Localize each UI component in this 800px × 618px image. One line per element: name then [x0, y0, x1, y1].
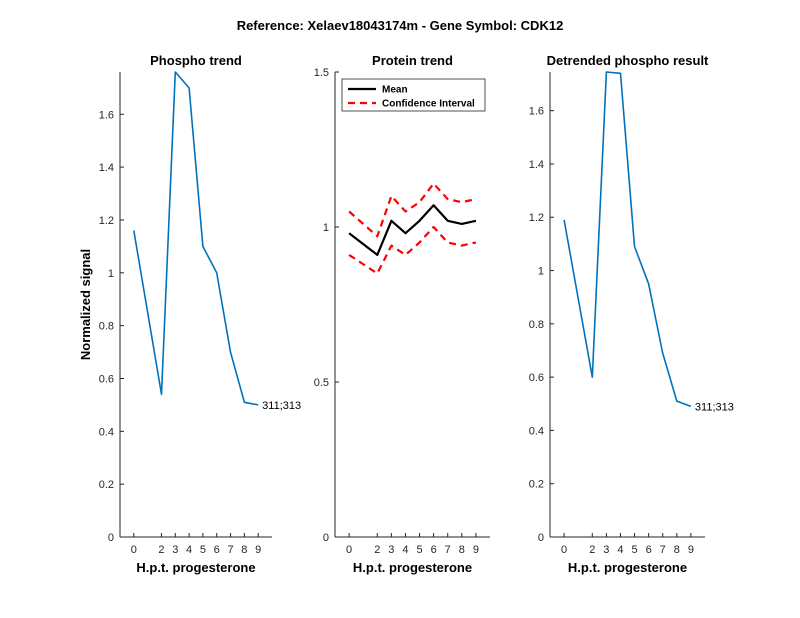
x-tick-label: 5 — [200, 544, 206, 556]
x-tick-label: 6 — [646, 544, 652, 556]
y-tick-label: 1.4 — [529, 159, 544, 171]
legend-box — [341, 78, 486, 112]
confidence-interval-line — [348, 182, 477, 238]
x-tick-label: 0 — [561, 544, 567, 556]
y-tick-label: 1.4 — [99, 162, 114, 174]
y-tick-label: 0.8 — [529, 319, 544, 331]
panel-2: 0 2 3 4 5 6 7 8 9 0 0.5 1 1.5 Protein trend H.p.t. pro… — [314, 53, 490, 575]
y-tick-label: 0.2 — [529, 479, 544, 491]
y-tick-label: 1 — [108, 268, 114, 280]
x-tick-label: 5 — [631, 544, 637, 556]
x-tick-label: 7 — [445, 544, 451, 556]
y-axis-label: Normalized signal — [78, 249, 93, 360]
y-tick-label: 1.6 — [529, 106, 544, 118]
legend: Mean Confidence Interval — [341, 78, 486, 112]
x-axis-label: H.p.t. progesterone — [353, 560, 472, 575]
x-tick-label: 2 — [589, 544, 595, 556]
y-tick-label: 1.5 — [314, 67, 329, 79]
y-tick-label: 1.2 — [529, 212, 544, 224]
y-tick-label: 1 — [538, 266, 544, 278]
x-tick-label: 9 — [688, 544, 694, 556]
panel-title: Detrended phospho result — [547, 53, 709, 68]
x-axis-label: H.p.t. progesterone — [568, 560, 687, 575]
y-tick-label: 0 — [538, 532, 544, 544]
y-tick-label: 1.6 — [99, 109, 114, 121]
x-tick-label: 3 — [172, 544, 178, 556]
x-tick-label: 7 — [660, 544, 666, 556]
y-tick-label: 1 — [323, 222, 329, 234]
x-tick-label: 2 — [158, 544, 164, 556]
y-tick-label: 0 — [108, 532, 114, 544]
y-tick-label: 0.8 — [99, 321, 114, 333]
phospho-series-line — [133, 71, 259, 406]
mean-series-line — [348, 204, 477, 256]
y-tick-label: 0.2 — [99, 479, 114, 491]
x-tick-label: 6 — [431, 544, 437, 556]
panel-3: 0 2 3 4 5 6 7 8 9 0 0.2 0.4 0.6 0.8 1 1.2 1.4 1.6 Detrende… — [529, 53, 734, 575]
x-tick-label: 0 — [346, 544, 352, 556]
legend-entry-label: Mean — [382, 85, 408, 96]
y-tick-label: 1.2 — [99, 215, 114, 227]
x-tick-label: 9 — [473, 544, 479, 556]
series-annotation: 311;313 — [695, 401, 734, 413]
series-annotation: 311;313 — [262, 400, 301, 412]
phospho-series-line — [563, 71, 692, 408]
confidence-interval-line — [348, 225, 477, 275]
x-tick-label: 8 — [459, 544, 465, 556]
panel-title: Phospho trend — [150, 53, 242, 68]
y-tick-label: 0.4 — [529, 425, 544, 437]
legend-entry-label: Confidence Interval — [382, 99, 475, 110]
x-tick-label: 4 — [617, 544, 623, 556]
x-tick-label: 9 — [255, 544, 261, 556]
x-tick-label: 6 — [214, 544, 220, 556]
x-tick-label: 4 — [402, 544, 408, 556]
x-tick-label: 5 — [416, 544, 422, 556]
y-tick-label: 0.6 — [529, 372, 544, 384]
x-tick-label: 8 — [674, 544, 680, 556]
panel-1: 0 2 3 4 5 6 7 8 9 0 0.2 0.4 0.6 0.8 1 1.2 1.4 1.6 Phospho … — [78, 53, 301, 575]
y-tick-label: 0.5 — [314, 377, 329, 389]
x-tick-label: 7 — [227, 544, 233, 556]
x-tick-label: 3 — [388, 544, 394, 556]
x-tick-label: 8 — [241, 544, 247, 556]
panel-title: Protein trend — [372, 53, 453, 68]
y-tick-label: 0 — [323, 532, 329, 544]
x-axis-label: H.p.t. progesterone — [136, 560, 255, 575]
x-tick-label: 4 — [186, 544, 192, 556]
figure-suptitle: Reference: Xelaev18043174m - Gene Symbol… — [237, 18, 564, 33]
x-tick-label: 3 — [603, 544, 609, 556]
x-tick-label: 2 — [374, 544, 380, 556]
x-tick-label: 0 — [131, 544, 137, 556]
y-tick-label: 0.4 — [99, 426, 114, 438]
y-tick-label: 0.6 — [99, 373, 114, 385]
